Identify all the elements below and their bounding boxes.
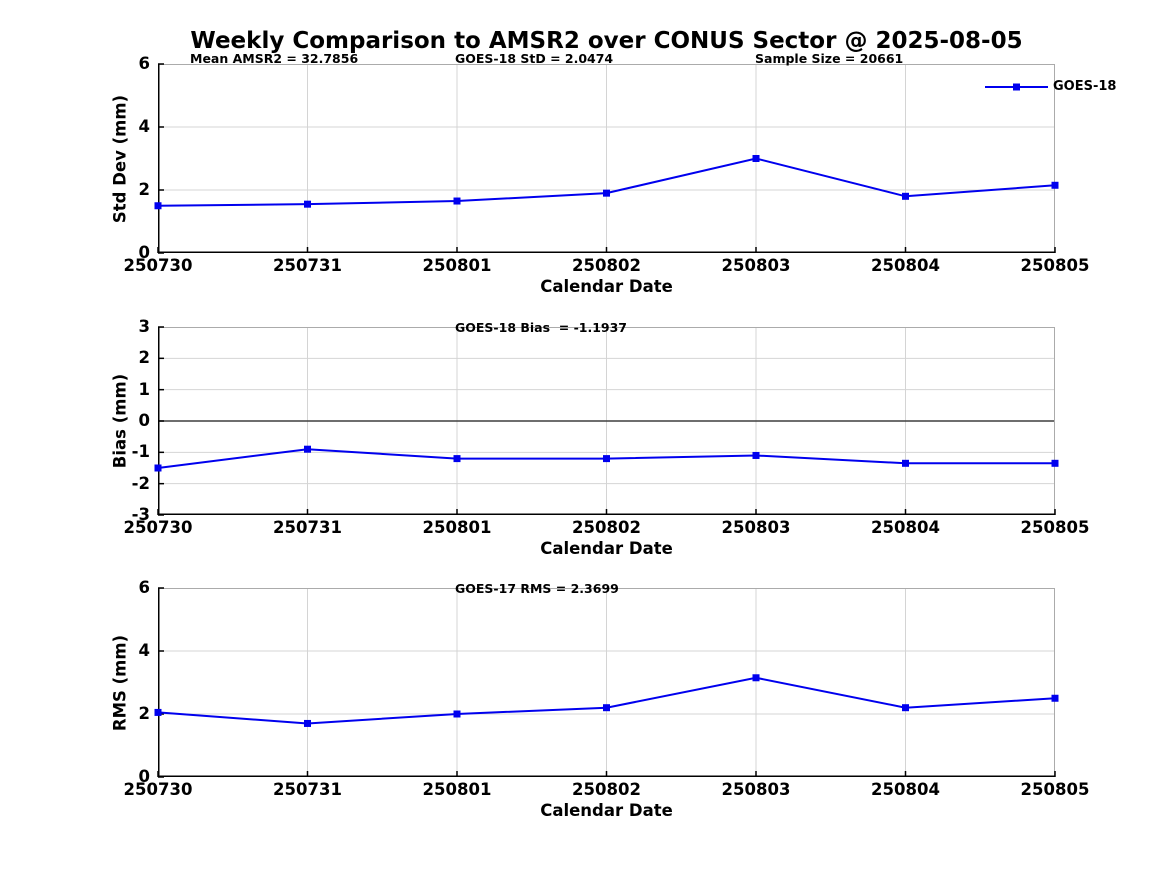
x-axis-tick-label: 250804 xyxy=(871,780,940,799)
y-axis-tick-label: 2 xyxy=(138,180,150,199)
data-point-marker xyxy=(304,200,311,208)
y-axis-tick-label: -1 xyxy=(131,442,150,462)
data-point-marker xyxy=(154,464,162,472)
data-point-marker xyxy=(1051,694,1059,702)
annotation-std-dev: GOES-18 StD = 2.0474 xyxy=(455,51,614,66)
annotation-std-dev: Sample Size = 20661 xyxy=(755,51,904,66)
data-point-marker xyxy=(603,455,610,463)
legend-marker xyxy=(1013,83,1020,91)
data-point-marker xyxy=(154,708,162,716)
data-point-marker xyxy=(603,189,610,197)
data-point-marker xyxy=(752,451,760,459)
x-axis-tick-label: 250730 xyxy=(123,780,193,799)
data-point-marker xyxy=(752,155,760,162)
y-axis-tick-label: 6 xyxy=(138,54,150,73)
data-point-marker xyxy=(603,704,610,712)
y-axis-tick-label: 3 xyxy=(138,317,150,336)
x-axis-tick-label: 250801 xyxy=(422,256,492,275)
x-axis-tick-label: 250731 xyxy=(273,780,342,799)
x-axis-tick-label: 250804 xyxy=(871,518,940,537)
x-axis-tick-label: 250803 xyxy=(721,518,791,537)
data-point-marker xyxy=(453,710,461,718)
data-point-marker xyxy=(154,202,162,210)
y-axis-label: Std Dev (mm) xyxy=(110,94,130,223)
x-axis-tick-label: 250803 xyxy=(721,256,791,275)
plot-area-bias xyxy=(154,326,1059,516)
x-axis-tick-label: 250802 xyxy=(572,256,641,275)
x-axis-tick-label: 250802 xyxy=(572,518,641,537)
x-axis-tick-label: 250805 xyxy=(1020,256,1090,275)
y-axis-label: Bias (mm) xyxy=(110,373,130,469)
y-axis-tick-label: 1 xyxy=(138,379,150,399)
annotation-rms: GOES-17 RMS = 2.3699 xyxy=(455,581,619,596)
y-axis-tick-label: 4 xyxy=(138,117,150,136)
plot-area-std-dev xyxy=(154,63,1059,254)
data-point-marker xyxy=(304,445,311,453)
x-axis-tick-label: 250731 xyxy=(273,518,342,537)
x-axis-label: Calendar Date xyxy=(540,277,673,296)
x-axis-tick-label: 250805 xyxy=(1020,518,1090,537)
x-axis-tick-label: 250802 xyxy=(572,780,641,799)
y-axis-tick-label: 2 xyxy=(138,704,150,723)
annotation-std-dev: Mean AMSR2 = 32.7856 xyxy=(190,51,359,66)
plot-area-rms xyxy=(154,587,1059,778)
x-axis-label: Calendar Date xyxy=(540,801,673,820)
x-axis-tick-label: 250801 xyxy=(422,780,492,799)
y-axis-tick-label: -3 xyxy=(131,505,150,524)
legend-label: GOES-18 xyxy=(1053,79,1117,94)
x-axis-tick-label: 250730 xyxy=(123,256,193,275)
y-axis-tick-label: 0 xyxy=(138,767,150,786)
panel-std-dev: 0 2 4 6 250730 250731 250801 250802 250803 250804… xyxy=(111,51,1117,296)
x-axis-label: Calendar Date xyxy=(540,539,673,558)
data-point-marker xyxy=(902,704,909,712)
data-point-marker xyxy=(453,197,461,205)
data-point-marker xyxy=(1051,459,1059,467)
y-axis-tick-label: -2 xyxy=(131,473,150,493)
panel-rms: 0 2 4 6 250730 250731 250801 250802 250803 250804… xyxy=(111,578,1090,820)
annotation-bias: GOES-18 Bias = -1.1937 xyxy=(455,320,628,335)
y-axis-tick-label: 0 xyxy=(138,243,150,262)
y-axis-label: RMS (mm) xyxy=(110,634,130,731)
x-axis-tick-label: 250805 xyxy=(1020,780,1090,799)
data-point-marker xyxy=(453,455,461,463)
y-axis-tick-label: 2 xyxy=(138,348,150,368)
legend-key xyxy=(985,83,1048,91)
x-axis-tick-label: 250730 xyxy=(123,518,193,537)
x-axis-tick-label: 250803 xyxy=(721,780,791,799)
figure-title: Weekly Comparison to AMSR2 over CONUS Se… xyxy=(190,28,1023,54)
y-axis-tick-label: 4 xyxy=(138,641,150,660)
y-axis-tick-label: 6 xyxy=(138,578,150,597)
data-point-marker xyxy=(902,459,909,467)
data-point-marker xyxy=(304,719,311,727)
panel-bias: -3 -2 -1 0 1 2 3 250730 250731 250801 250802 250803… xyxy=(111,317,1090,558)
x-axis-tick-label: 250804 xyxy=(871,256,940,275)
x-axis-tick-label: 250731 xyxy=(273,256,342,275)
data-point-marker xyxy=(752,674,760,682)
y-axis-tick-label: 0 xyxy=(138,411,150,430)
data-point-marker xyxy=(902,192,909,200)
data-point-marker xyxy=(1051,181,1059,189)
x-axis-tick-label: 250801 xyxy=(422,518,492,537)
